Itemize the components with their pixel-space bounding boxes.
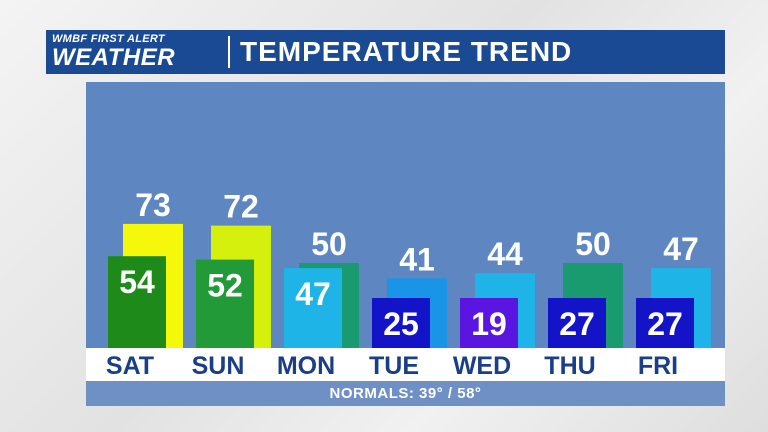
low-box-thu <box>548 298 606 348</box>
day-labels-strip: SAT SUN MON TUE WED THU FRI <box>86 348 725 381</box>
normals-separator: / <box>447 385 453 402</box>
temperature-chart: 73 54 72 52 50 47 41 25 44 19 50 27 47 27 <box>108 187 711 348</box>
low-label-fri: 27 <box>647 306 683 342</box>
logo-line1: WMBF FIRST ALERT <box>52 33 165 45</box>
day-label-sat: SAT <box>106 352 154 380</box>
high-label-thu: 50 <box>575 226 611 262</box>
station-logo: WMBF FIRST ALERT WEATHER <box>52 34 224 70</box>
normals-strip: NORMALS: 39° / 58° <box>86 381 725 406</box>
low-box-mon <box>284 268 342 348</box>
logo-divider <box>228 36 230 68</box>
low-label-thu: 27 <box>559 306 595 342</box>
low-box-sat <box>108 256 166 348</box>
day-label-sun: SUN <box>192 352 245 380</box>
page-title: TEMPERATURE TREND <box>240 36 573 67</box>
low-label-mon: 47 <box>295 276 331 312</box>
day-label-mon: MON <box>277 352 335 380</box>
high-label-sun: 72 <box>223 189 259 225</box>
day-labels: SAT SUN MON TUE WED THU FRI <box>106 352 678 380</box>
low-label-sat: 54 <box>119 264 155 300</box>
normals-high: 58° <box>457 385 482 402</box>
low-label-wed: 19 <box>471 306 507 342</box>
day-label-fri: FRI <box>638 352 678 380</box>
high-label-mon: 50 <box>311 226 347 262</box>
low-box-tue <box>372 298 430 348</box>
header-banner: WMBF FIRST ALERT WEATHER TEMPERATURE TRE… <box>46 30 725 74</box>
day-label-tue: TUE <box>369 352 419 380</box>
high-label-sat: 73 <box>135 187 171 223</box>
normals-low: 39° <box>419 385 444 402</box>
low-box-sun <box>196 259 254 348</box>
low-label-tue: 25 <box>383 306 419 342</box>
high-label-wed: 44 <box>487 236 523 272</box>
high-label-fri: 47 <box>663 231 699 267</box>
low-box-fri <box>636 298 694 348</box>
high-label-tue: 41 <box>399 241 435 277</box>
chart-panel: 73 54 72 52 50 47 41 25 44 19 50 27 47 27 <box>86 82 725 348</box>
logo-line2: WEATHER <box>52 44 176 71</box>
day-label-thu: THU <box>544 352 595 380</box>
day-label-wed: WED <box>453 352 511 380</box>
normals-label: NORMALS: <box>329 385 415 402</box>
low-box-wed <box>460 298 518 348</box>
low-label-sun: 52 <box>207 268 243 304</box>
